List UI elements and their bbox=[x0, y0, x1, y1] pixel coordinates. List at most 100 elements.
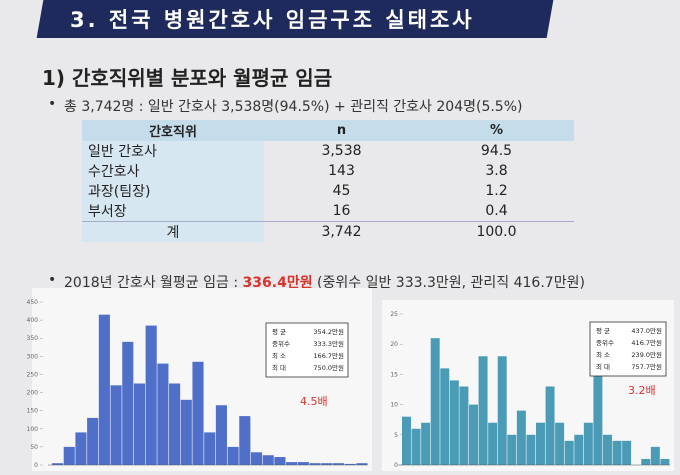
histogram-bar bbox=[612, 440, 622, 465]
histogram-bar bbox=[262, 455, 274, 465]
y-tick-label: 10 bbox=[390, 402, 398, 409]
histogram-bar bbox=[180, 399, 192, 465]
histogram-bar bbox=[344, 463, 356, 465]
cell: 3,538 bbox=[321, 143, 362, 159]
histogram-bar bbox=[227, 446, 239, 465]
histogram-bar bbox=[536, 422, 545, 465]
histogram-bar bbox=[497, 356, 507, 465]
histogram-bar bbox=[440, 368, 450, 465]
stat-label: 최 소 bbox=[596, 350, 610, 359]
histogram-bar bbox=[574, 434, 584, 465]
stat-value: 437.0만원 bbox=[631, 326, 662, 335]
histogram-bar bbox=[488, 422, 498, 465]
histogram-bar bbox=[622, 440, 632, 465]
bullet: 2018년 간호사 월평균 임금 : 336.4만원 (중위수 일반 333.3… bbox=[48, 272, 585, 292]
highlight: 336.4만원 bbox=[242, 275, 313, 291]
stat-label: 중위수 bbox=[596, 339, 614, 347]
cell: 수간호사 bbox=[82, 161, 264, 181]
cell: 부서장 bbox=[82, 201, 264, 222]
histogram-bar bbox=[641, 458, 651, 465]
stat-value: 239.0만원 bbox=[631, 350, 662, 359]
y-tick-label: 0 bbox=[394, 462, 398, 469]
histogram-bar bbox=[411, 428, 421, 465]
histogram-bar bbox=[157, 363, 169, 465]
cell: 3.8 bbox=[485, 163, 508, 179]
histogram-bar bbox=[286, 462, 298, 465]
histogram-bar bbox=[215, 405, 227, 465]
histogram-bar bbox=[507, 434, 517, 465]
histogram-bar bbox=[145, 325, 157, 465]
ratio-label: 3.2배 bbox=[628, 384, 656, 397]
y-tick-label: 0 bbox=[34, 462, 38, 469]
stats-box bbox=[589, 321, 667, 377]
histogram-bar bbox=[356, 463, 368, 465]
header-cell: n bbox=[264, 120, 419, 141]
histogram-bar bbox=[274, 457, 286, 465]
stat-value: 757.7만원 bbox=[631, 362, 662, 371]
histogram-bar bbox=[402, 416, 411, 465]
stat-value: 416.7만원 bbox=[631, 338, 662, 347]
y-tick-label: 200 bbox=[27, 390, 39, 397]
histogram-bar bbox=[593, 356, 603, 465]
histogram-bar bbox=[421, 422, 431, 465]
stats-box bbox=[265, 322, 349, 378]
y-tick-label: 5 bbox=[394, 432, 398, 439]
cell: 100.0 bbox=[419, 221, 574, 242]
stat-value: 750.0만원 bbox=[313, 363, 344, 372]
text: (중위수 일반 333.3만원, 관리직 416.7만원) bbox=[312, 275, 585, 291]
y-tick-label: 150 bbox=[27, 408, 39, 415]
cell: 16 bbox=[332, 203, 351, 219]
histogram-bar bbox=[478, 356, 488, 465]
stat-value: 354.2만원 bbox=[313, 327, 344, 336]
histogram-bar bbox=[583, 422, 593, 465]
y-tick-label: 450 bbox=[27, 299, 39, 306]
histogram-bar bbox=[204, 432, 216, 465]
cell: 계 bbox=[82, 221, 264, 242]
ratio-label: 4.5배 bbox=[300, 395, 328, 408]
slide-title: 3. 전국 병원간호사 임금구조 실태조사 bbox=[70, 8, 475, 32]
histogram-bar bbox=[297, 462, 309, 465]
histogram-bar bbox=[603, 434, 612, 465]
histogram-bar bbox=[169, 383, 181, 465]
cell: 과장(팀장) bbox=[82, 181, 264, 201]
histogram-bar bbox=[469, 404, 478, 465]
y-tick-label: 50 bbox=[30, 444, 38, 451]
histogram-bar bbox=[545, 386, 555, 465]
histogram-bar bbox=[250, 452, 263, 465]
stat-label: 최 대 bbox=[272, 363, 286, 372]
section-heading: 1) 간호직위별 분포와 월평균 임금 bbox=[42, 66, 333, 90]
y-tick-label: 400 bbox=[27, 317, 39, 324]
histogram-bar bbox=[133, 383, 146, 465]
histogram-bar bbox=[98, 314, 110, 465]
header-cell: 간호직위 bbox=[82, 120, 264, 141]
stat-value: 166.7만원 bbox=[313, 351, 344, 360]
cell: 1.2 bbox=[485, 183, 508, 199]
y-tick-label: 25 bbox=[390, 311, 398, 318]
histogram-bar bbox=[52, 463, 64, 465]
histogram-bar bbox=[516, 410, 526, 465]
histogram-bar bbox=[459, 386, 469, 465]
stat-label: 평 균 bbox=[596, 326, 610, 335]
histogram-bar bbox=[239, 416, 251, 465]
histogram-bar bbox=[526, 434, 536, 465]
cell: 0.4 bbox=[485, 203, 508, 219]
histogram-bar bbox=[110, 385, 122, 465]
histogram-bar bbox=[75, 432, 87, 465]
y-tick-label: 250 bbox=[27, 371, 39, 378]
cell: 일반 간호사 bbox=[82, 141, 264, 161]
histogram-bar bbox=[87, 417, 99, 465]
cell: 94.5 bbox=[480, 143, 513, 159]
histogram-bar bbox=[321, 463, 333, 465]
histogram-bar bbox=[309, 463, 321, 465]
histogram-bar bbox=[63, 446, 75, 465]
histogram-bar bbox=[332, 463, 344, 465]
histogram-bar bbox=[430, 338, 440, 465]
histogram-bar bbox=[660, 458, 670, 465]
stat-label: 최 대 bbox=[596, 362, 610, 371]
histogram-bar bbox=[555, 422, 565, 465]
histogram-bar bbox=[650, 446, 660, 465]
stat-label: 평 균 bbox=[272, 327, 286, 336]
stat-label: 중위수 bbox=[272, 340, 290, 348]
